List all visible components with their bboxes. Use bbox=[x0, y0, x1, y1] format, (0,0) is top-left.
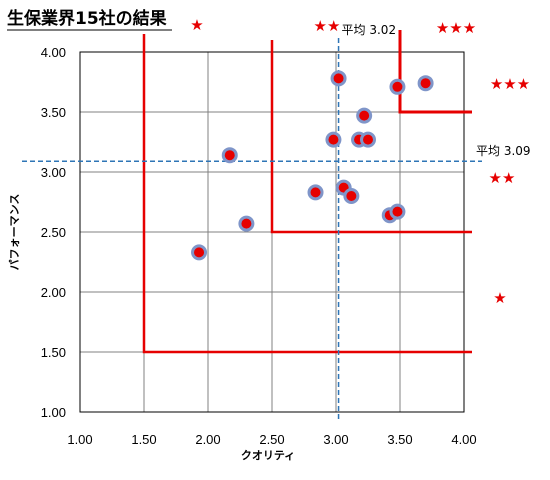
data-point-marker bbox=[389, 203, 406, 220]
data-point bbox=[360, 131, 376, 148]
x-tick-label: 1.00 bbox=[67, 432, 92, 447]
rating-label: ★★ bbox=[489, 169, 516, 187]
rating-label: ★★★ bbox=[490, 75, 530, 93]
data-point bbox=[191, 244, 208, 261]
data-point-marker bbox=[221, 147, 238, 164]
y-axis-label: パフォーマンス bbox=[8, 194, 21, 271]
data-point-marker bbox=[417, 75, 434, 92]
rating-label: ★★★ bbox=[436, 19, 476, 37]
x-axis-ticks: 1.00 1.50 2.00 2.50 3.00 3.50 4.00 bbox=[67, 432, 476, 447]
data-point bbox=[343, 188, 360, 204]
data-points bbox=[191, 70, 434, 261]
rating-label: ★ bbox=[493, 289, 506, 307]
rating-zones bbox=[142, 30, 472, 354]
data-point bbox=[325, 131, 342, 148]
average-x-label: 平均 3.02 bbox=[342, 23, 397, 37]
data-point bbox=[307, 184, 324, 201]
data-point-marker bbox=[330, 70, 347, 87]
y-tick-label: 3.00 bbox=[41, 165, 66, 180]
rating-labels: ★ ★★ ★★★★★★★★★ bbox=[190, 16, 530, 307]
data-point bbox=[221, 147, 238, 164]
x-tick-label: 4.00 bbox=[451, 432, 476, 447]
data-point-marker bbox=[191, 244, 208, 261]
x-tick-label: 3.50 bbox=[387, 432, 412, 447]
x-tick-label: 3.00 bbox=[323, 432, 348, 447]
rating-zone-boundary-2 bbox=[270, 40, 472, 234]
y-tick-label: 2.50 bbox=[41, 225, 66, 240]
data-point-marker bbox=[343, 188, 360, 204]
data-point bbox=[238, 215, 255, 232]
chart-title: 生保業界15社の結果 bbox=[7, 8, 167, 29]
data-point-marker bbox=[238, 215, 255, 232]
rating-zone-boundary-3 bbox=[398, 30, 472, 114]
data-point-marker bbox=[360, 131, 376, 148]
y-tick-label: 1.00 bbox=[41, 405, 66, 420]
average-y-label: 平均 3.09 bbox=[476, 144, 531, 158]
data-point bbox=[356, 107, 373, 124]
data-point-marker bbox=[325, 131, 342, 148]
x-tick-label: 1.50 bbox=[131, 432, 156, 447]
y-tick-label: 3.50 bbox=[41, 105, 66, 120]
y-tick-label: 4.00 bbox=[41, 45, 66, 60]
rating-label: ★★ bbox=[314, 17, 341, 35]
data-point bbox=[330, 70, 347, 87]
data-point bbox=[417, 75, 434, 92]
x-tick-label: 2.00 bbox=[195, 432, 220, 447]
y-tick-label: 1.50 bbox=[41, 345, 66, 360]
y-tick-label: 2.00 bbox=[41, 285, 66, 300]
x-tick-label: 2.50 bbox=[259, 432, 284, 447]
data-point-marker bbox=[389, 78, 406, 95]
x-axis-label: クオリティ bbox=[241, 449, 295, 462]
data-point-marker bbox=[356, 107, 373, 124]
data-point-marker bbox=[307, 184, 324, 201]
average-lines: 平均 3.02 平均 3.09 bbox=[22, 23, 531, 420]
rating-label: ★ bbox=[190, 16, 203, 34]
data-point bbox=[389, 203, 406, 220]
rating-zone-boundary-1 bbox=[142, 34, 472, 354]
y-axis-ticks: 1.00 1.50 2.00 2.50 3.00 3.50 4.00 bbox=[41, 45, 66, 420]
data-point bbox=[389, 78, 406, 95]
